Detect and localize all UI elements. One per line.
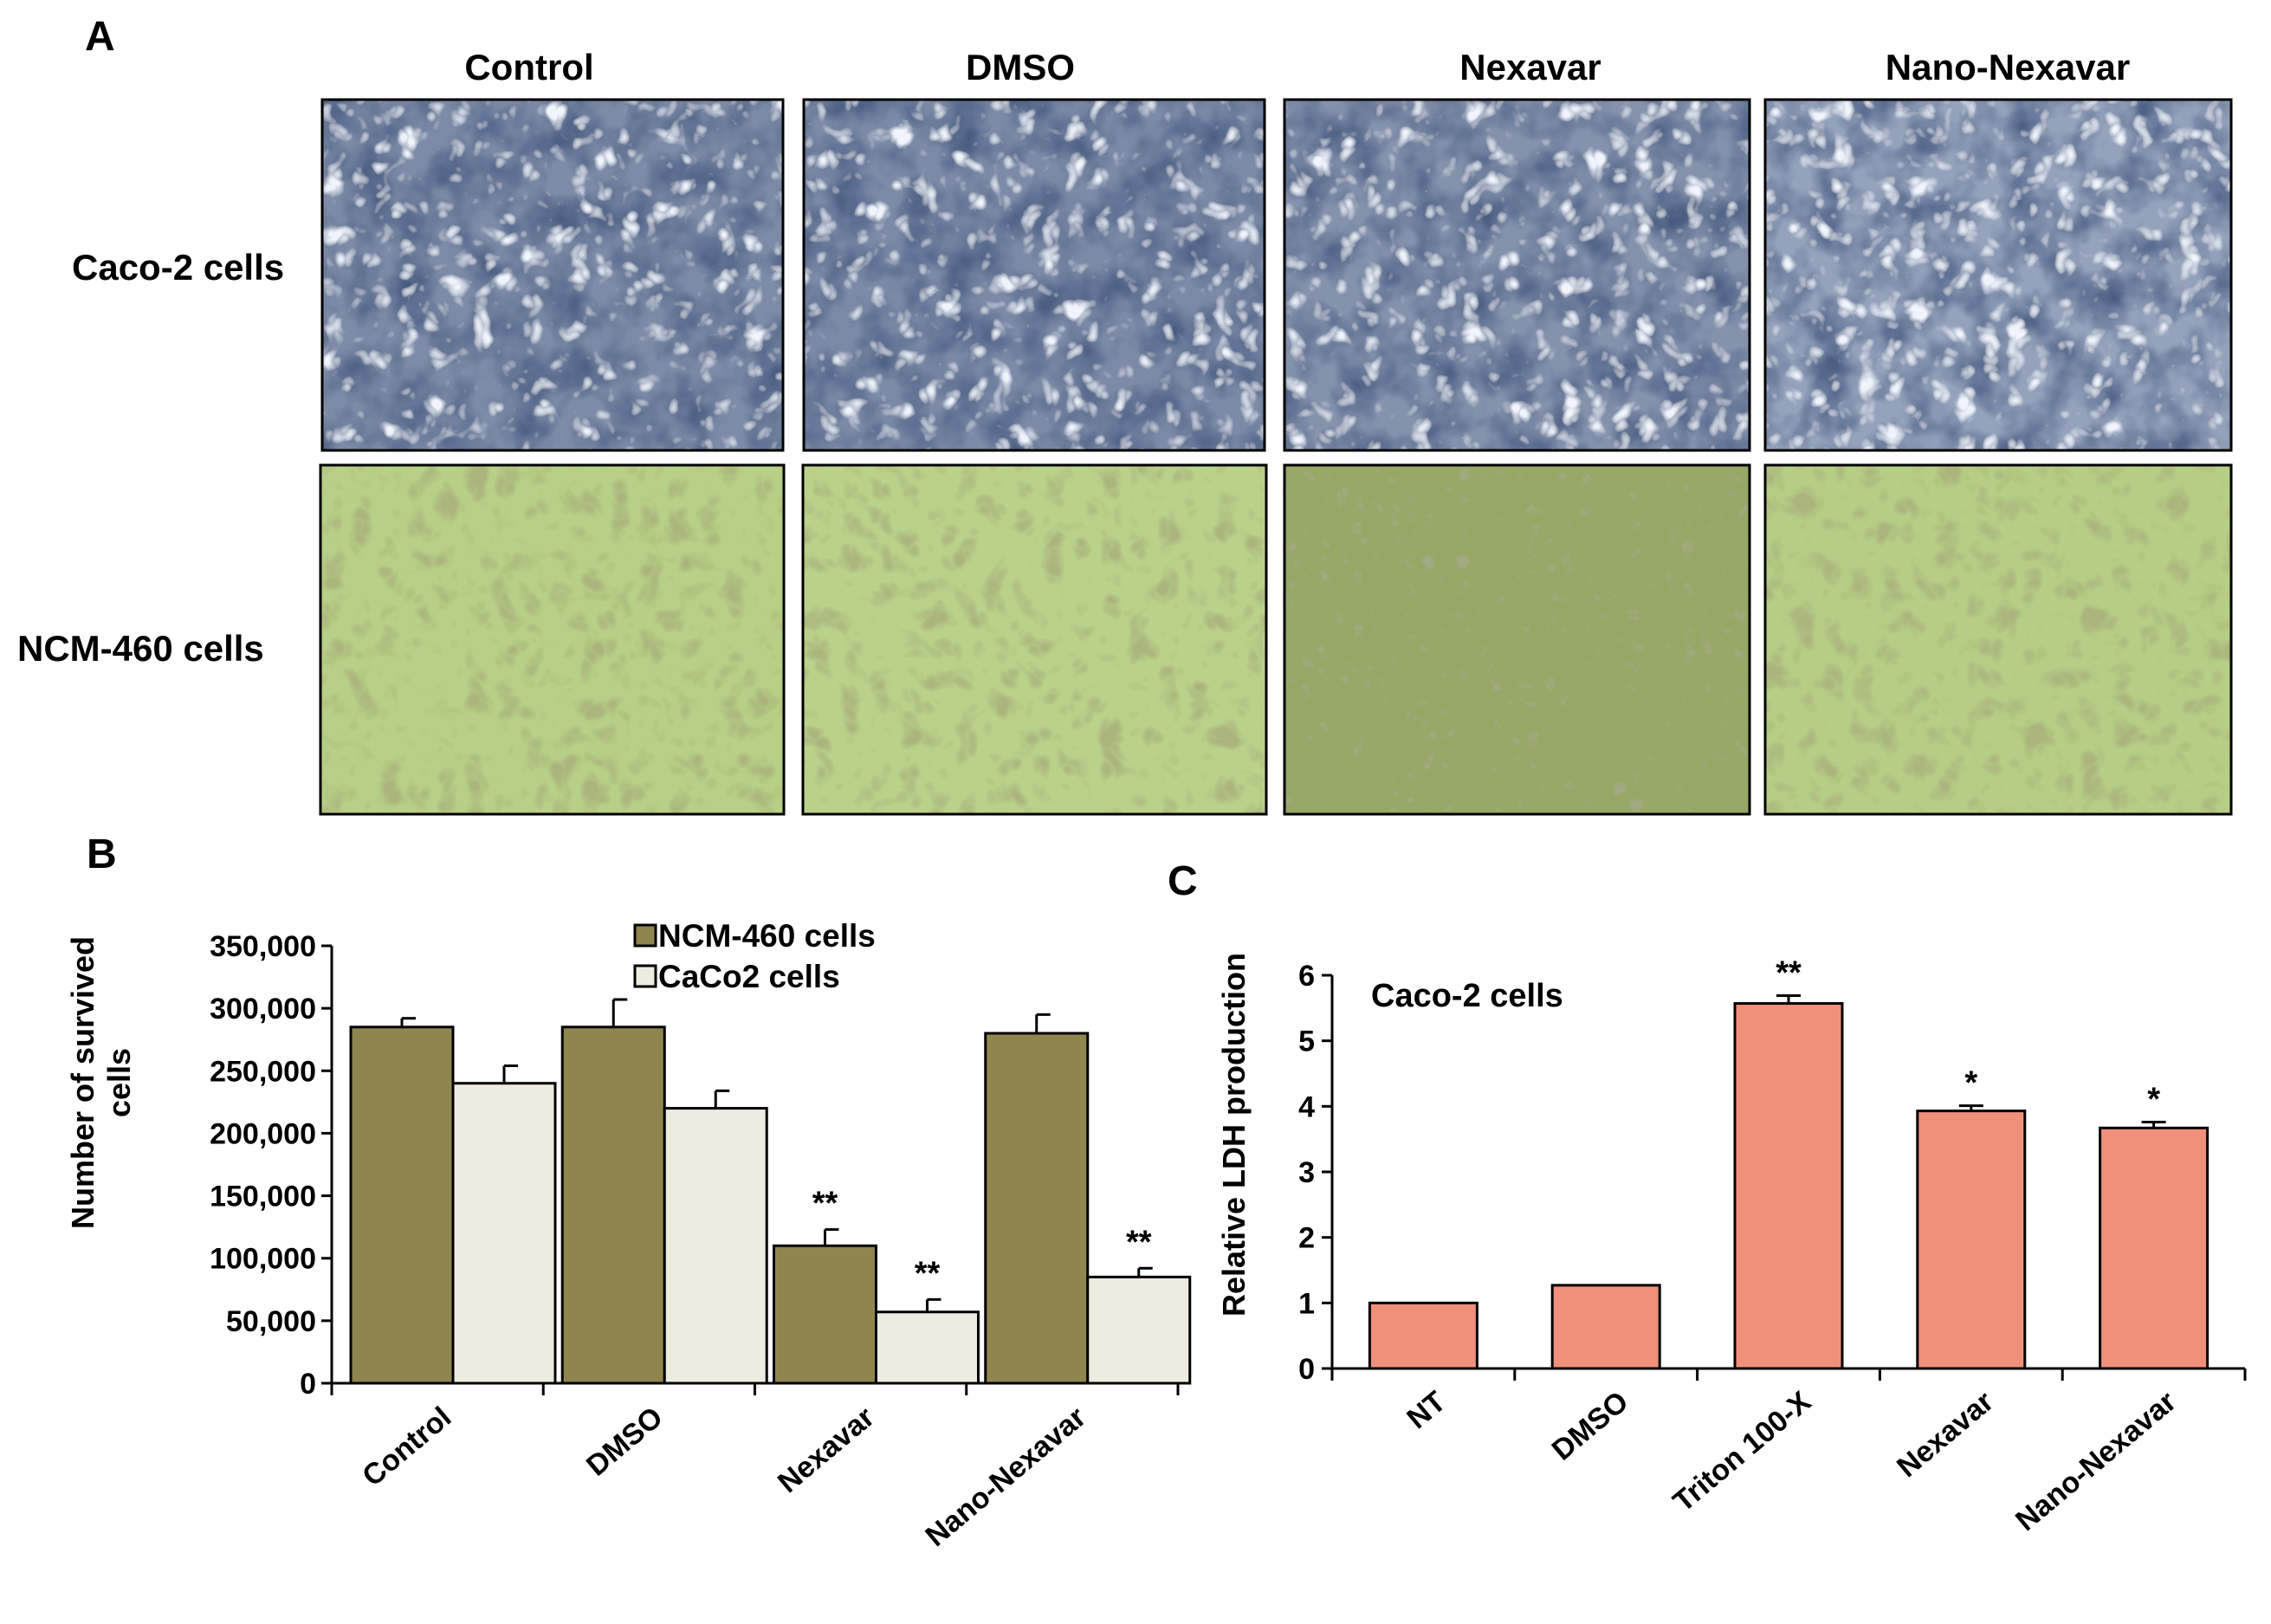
- chart-c: Relative LDH production Caco-2 cells 0 1 2…: [1216, 953, 2247, 1537]
- chart-b-ylabel-line-1: Number of survived: [65, 936, 100, 1229]
- micrograph-ncm460-control: [319, 463, 786, 816]
- chart-c-ytick-label: 1: [1298, 1287, 1315, 1320]
- chart-b-significance-label: **: [1126, 1224, 1152, 1260]
- chart-c-ytick-label: 6: [1298, 960, 1315, 993]
- chart-b-bar: [875, 1310, 980, 1385]
- chart-c-significance-label: **: [1776, 954, 1802, 991]
- chart-c-bar: [1733, 1002, 1844, 1370]
- chart-b-significance-label: **: [812, 1186, 838, 1222]
- chart-b-category-label: DMSO: [580, 1401, 670, 1483]
- chart-c-category-label: DMSO: [1546, 1385, 1635, 1467]
- column-label-nexavar: Nexavar: [1459, 47, 1601, 87]
- chart-c-category-label: NT: [1401, 1385, 1452, 1435]
- chart-c-significance-label: *: [2147, 1081, 2160, 1117]
- column-label-dmso: DMSO: [966, 47, 1075, 87]
- chart-c-ytick-label: 5: [1298, 1026, 1315, 1058]
- chart-c-annotation: Caco-2 cells: [1371, 978, 1563, 1014]
- chart-b-bar: [984, 1032, 1090, 1385]
- chart-b-bar: [349, 1026, 455, 1385]
- chart-b-legend-swatch: [633, 964, 657, 988]
- chart-c-ylabel: Relative LDH production: [1216, 953, 1252, 1317]
- panel-c-label: C: [1168, 858, 1198, 904]
- row-label-ncm460: NCM-460 cells: [17, 628, 264, 669]
- chart-c-ytick-label: 3: [1298, 1156, 1315, 1189]
- chart-b-ylabel: Number of survived cells: [65, 936, 137, 1229]
- chart-b-ytick-label: 200,000: [210, 1117, 316, 1150]
- chart-b-ytick-label: 300,000: [210, 993, 316, 1026]
- panel-a-label: A: [85, 14, 115, 60]
- chart-c-bar: [1368, 1301, 1478, 1370]
- chart-b-ytick-label: 150,000: [210, 1181, 316, 1213]
- chart-b-ytick-label: 350,000: [210, 930, 316, 963]
- chart-b-bar: [560, 1026, 666, 1385]
- chart-b-ytick-label: 250,000: [210, 1055, 316, 1088]
- chart-b-ylabel-line-2: cells: [101, 1048, 137, 1117]
- micrograph-ncm460-nano-nexavar: [1763, 463, 2233, 816]
- chart-c-category-label: Nexavar: [1891, 1385, 2000, 1484]
- chart-b-category-label: Nano-Nexavar: [919, 1401, 1092, 1553]
- chart-c-ytick-label: 0: [1298, 1353, 1315, 1386]
- chart-c-bar: [1916, 1110, 2027, 1370]
- chart-b-category-label: Control: [356, 1401, 457, 1493]
- chart-c-ytick-label: 4: [1298, 1090, 1315, 1123]
- micrograph-caco2-control: [320, 98, 785, 452]
- chart-b-category-label: Nexavar: [772, 1401, 881, 1499]
- chart-b-significance-label: **: [915, 1255, 941, 1291]
- chart-b-legend-swatch: [633, 923, 657, 948]
- chart-b-bar: [1086, 1275, 1192, 1385]
- chart-c-bar: [1550, 1284, 1661, 1370]
- panel-b-label: B: [87, 831, 117, 877]
- chart-b-ytick-label: 100,000: [210, 1243, 316, 1276]
- chart-c-category-label: Nano-Nexavar: [2009, 1385, 2183, 1537]
- column-label-nano-nexavar: Nano-Nexavar: [1886, 47, 2130, 87]
- row-label-caco2: Caco-2 cells: [72, 247, 284, 288]
- chart-b-ytick-label: 50,000: [226, 1305, 316, 1338]
- micrograph-caco2-nano-nexavar: [1763, 98, 2233, 452]
- chart-b-bar: [773, 1244, 877, 1385]
- chart-c-bar: [2099, 1126, 2210, 1370]
- micrograph-ncm460-nexavar: [1283, 463, 1751, 816]
- chart-b-bar: [663, 1107, 768, 1385]
- chart-b-legend-label: CaCo2 cells: [658, 959, 840, 994]
- micrograph-caco2-nexavar: [1283, 98, 1751, 452]
- column-label-control: Control: [464, 47, 593, 87]
- chart-b-ytick-label: 0: [300, 1368, 316, 1401]
- chart-b-legend-label: NCM-460 cells: [658, 918, 876, 954]
- chart-c-category-label: Triton 100-X: [1667, 1385, 1818, 1518]
- micrograph-ncm460-dmso: [801, 463, 1268, 816]
- chart-b-bar: [451, 1082, 557, 1385]
- chart-b: Number of survived cells 0 50,000 100,000 1…: [65, 918, 1192, 1553]
- chart-c-significance-label: *: [1964, 1065, 1977, 1102]
- chart-c-ytick-label: 2: [1298, 1222, 1315, 1255]
- micrograph-caco2-dmso: [802, 98, 1266, 452]
